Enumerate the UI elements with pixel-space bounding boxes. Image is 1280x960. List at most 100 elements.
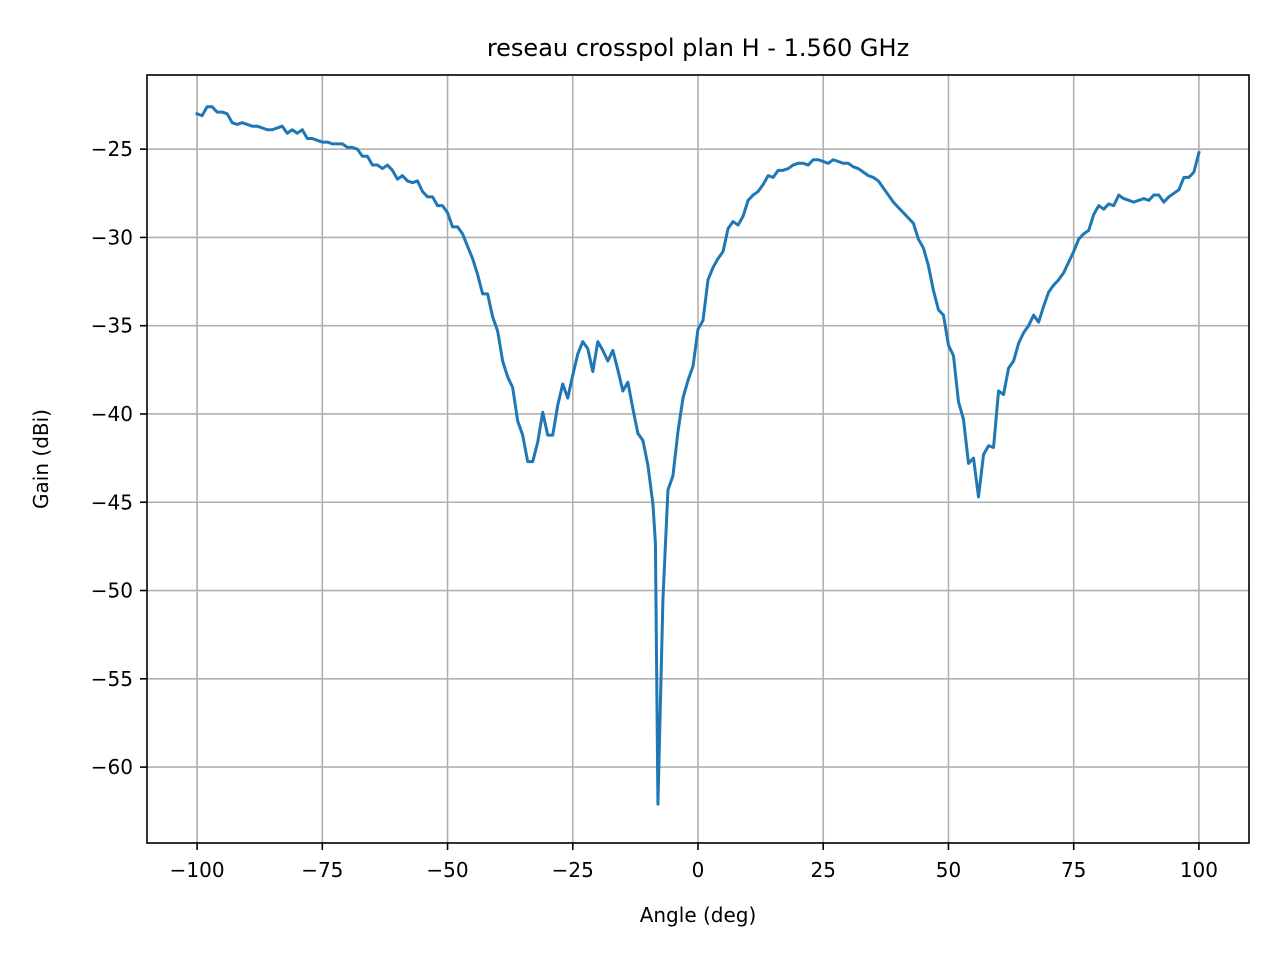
data-point [1102,208,1105,211]
data-point [561,383,564,385]
data-point [291,128,294,131]
data-point [1087,229,1090,232]
data-point [211,105,214,108]
data-point [1147,199,1150,202]
data-point [777,169,780,172]
data-point [1112,204,1115,207]
data-point [654,541,657,544]
data-point [591,370,594,373]
data-point [1042,305,1045,308]
y-tick-label: −25 [91,137,133,161]
data-point [1127,199,1130,202]
data-point [346,146,349,149]
series-line [195,105,1201,806]
data-point [712,266,714,269]
data-point [762,183,765,186]
data-point [366,155,369,158]
data-point [326,141,329,143]
data-point [296,132,299,135]
y-tick-label: −35 [91,314,133,338]
data-point [376,164,379,166]
data-point [812,158,815,161]
data-point [817,158,820,161]
data-point [827,162,830,165]
data-point [286,132,289,135]
data-point [501,360,504,362]
data-point [737,224,739,226]
data-point [481,293,484,295]
data-point [566,397,569,399]
data-point [1062,271,1065,274]
data-point [571,374,574,377]
data-point [1162,201,1165,204]
data-point [636,432,639,435]
data-point [802,162,805,165]
data-point [852,165,855,168]
data-point [1142,197,1145,200]
data-point [456,225,459,228]
data-point [692,365,694,368]
data-point [1027,324,1030,327]
data-point [932,289,935,292]
data-point [1132,201,1135,204]
data-point [1047,291,1050,294]
data-point [1012,360,1015,362]
x-tick-label: −25 [552,858,594,882]
data-point [1152,194,1155,196]
data-point [321,141,324,143]
data-point [697,328,699,331]
data-point [797,162,800,165]
data-point [301,128,304,131]
data-point [486,293,489,295]
data-point [626,381,629,384]
data-point [922,247,925,249]
data-point [496,330,499,332]
x-tick-label: 100 [1180,858,1218,882]
data-point [837,160,840,163]
data-point [1082,233,1085,235]
data-point [271,128,274,131]
data-point [962,418,965,421]
data-point [536,441,539,444]
data-point [957,400,960,403]
data-point [516,420,519,422]
data-point [747,199,749,202]
data-point [391,169,394,172]
data-point [431,195,434,198]
data-point [917,238,920,241]
data-point [682,397,684,399]
data-point [887,194,890,196]
y-tick-label: −60 [91,755,133,779]
data-point [867,174,870,177]
ticks: −100 −75 −50 −25 0 25 50 75 100 −25 −30 −35 −40 −45 −5… [91,137,1218,882]
data-point [386,164,389,166]
data-point [1007,367,1010,369]
data-point [942,314,945,317]
data-point [722,250,724,253]
data-point [336,142,339,145]
data-point [256,125,259,128]
data-point [757,190,760,193]
data-point [251,125,254,128]
data-point [687,379,689,382]
data-point [832,158,835,161]
data-point [521,434,524,437]
data-point [246,123,249,126]
x-axis-label: Angle (deg) [640,903,757,927]
data-point [1107,202,1110,205]
data-point [511,386,514,389]
data-point [647,464,649,467]
x-tick-label: −100 [170,858,225,882]
data-point [1177,188,1180,191]
data-point [1187,176,1190,179]
data-point [1117,194,1120,196]
data-point [977,496,980,498]
data-point [1198,151,1200,154]
data-point [351,146,354,149]
data-point [717,257,719,260]
data-point [1037,321,1040,324]
data-point [306,137,309,140]
data-point [707,278,709,281]
data-point [356,148,359,151]
data-point [872,176,875,179]
